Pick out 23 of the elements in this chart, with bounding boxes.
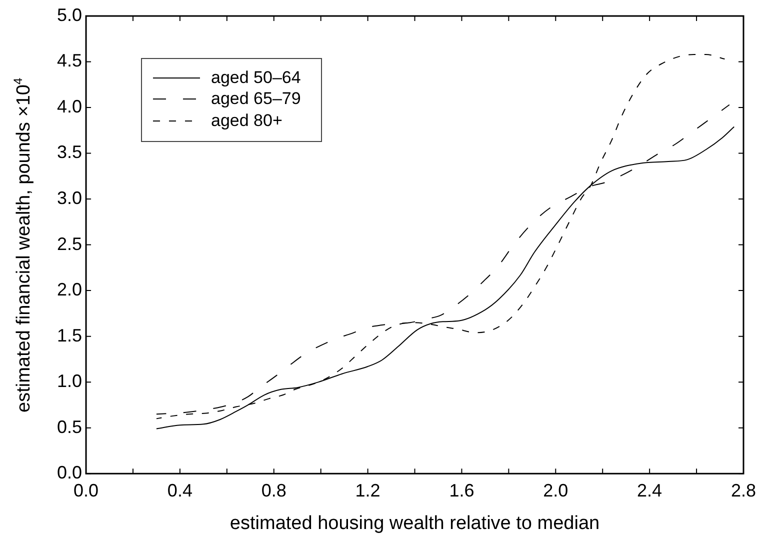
y-tick-label: 0.5 [56,416,82,437]
legend-label: aged 80+ [211,110,282,131]
y-tick-label: 2.5 [56,234,82,254]
x-axis-title: estimated housing wealth relative to median [230,512,600,534]
x-tick-label: 0.0 [74,480,99,500]
x-tick-label: 0.4 [167,480,192,500]
legend-label: aged 65–79 [211,89,301,110]
x-tick-label: 0.8 [261,480,286,500]
y-tick-label: 3.5 [56,142,82,162]
y-tick-label: 5.0 [56,4,82,25]
y-tick-label: 2.0 [56,280,82,300]
legend-label: aged 50–64 [211,68,301,88]
x-tick-label: 2.4 [637,480,662,500]
y-tick-label: 1.5 [56,325,82,346]
x-tick-label: 1.2 [355,480,380,500]
y-tick-label: 4.5 [56,50,82,71]
x-tick-label: 2.8 [730,480,756,500]
y-tick-label: 1.0 [56,371,82,392]
x-tick-label: 1.6 [449,480,474,500]
x-tick-label: 2.0 [543,480,568,500]
y-tick-label: 4.0 [56,96,82,116]
y-tick-label: 3.0 [56,188,82,208]
y-tick-label: 0.0 [56,462,82,483]
